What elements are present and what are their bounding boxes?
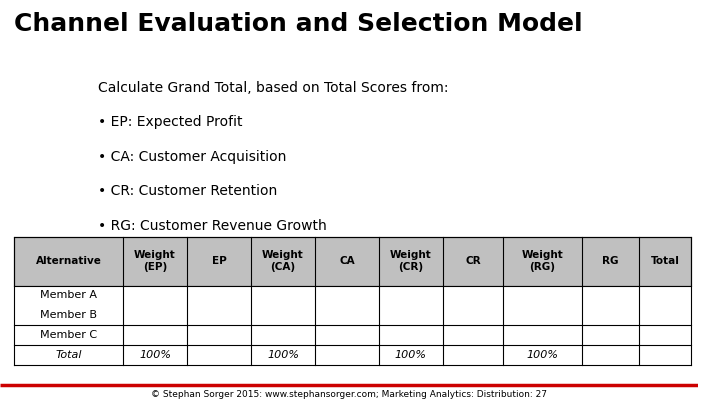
Text: RG: RG bbox=[602, 256, 618, 266]
Text: Member C: Member C bbox=[40, 330, 97, 340]
Text: CR: CR bbox=[465, 256, 481, 266]
Text: © Stephan Sorger 2015: www.stephansorger.com; Marketing Analytics: Distribution:: © Stephan Sorger 2015: www.stephansorger… bbox=[151, 390, 547, 399]
Text: Weight
(CR): Weight (CR) bbox=[390, 250, 432, 272]
Text: 100%: 100% bbox=[139, 350, 171, 360]
Text: Channel Evaluation and Selection Model: Channel Evaluation and Selection Model bbox=[14, 12, 582, 36]
FancyBboxPatch shape bbox=[14, 345, 691, 364]
Text: Weight
(CA): Weight (CA) bbox=[262, 250, 304, 272]
Text: • CR: Customer Retention: • CR: Customer Retention bbox=[98, 184, 277, 198]
Text: Weight
(RG): Weight (RG) bbox=[522, 250, 564, 272]
Text: CA: CA bbox=[339, 256, 355, 266]
Text: Calculate Grand Total, based on Total Scores from:: Calculate Grand Total, based on Total Sc… bbox=[98, 81, 449, 95]
Text: 100%: 100% bbox=[267, 350, 299, 360]
Text: 100%: 100% bbox=[526, 350, 559, 360]
FancyBboxPatch shape bbox=[14, 286, 691, 325]
Text: Total: Total bbox=[650, 256, 680, 266]
Text: Member A: Member A bbox=[40, 290, 97, 301]
FancyBboxPatch shape bbox=[14, 325, 691, 345]
Text: • RG: Customer Revenue Growth: • RG: Customer Revenue Growth bbox=[98, 219, 326, 233]
Text: • EP: Expected Profit: • EP: Expected Profit bbox=[98, 115, 242, 130]
Text: 100%: 100% bbox=[395, 350, 427, 360]
FancyBboxPatch shape bbox=[14, 237, 691, 286]
Text: EP: EP bbox=[212, 256, 226, 266]
Text: Weight
(EP): Weight (EP) bbox=[134, 250, 176, 272]
Text: • CA: Customer Acquisition: • CA: Customer Acquisition bbox=[98, 150, 286, 164]
Text: Member B: Member B bbox=[40, 310, 97, 320]
Text: Total: Total bbox=[55, 350, 82, 360]
Text: Alternative: Alternative bbox=[35, 256, 102, 266]
